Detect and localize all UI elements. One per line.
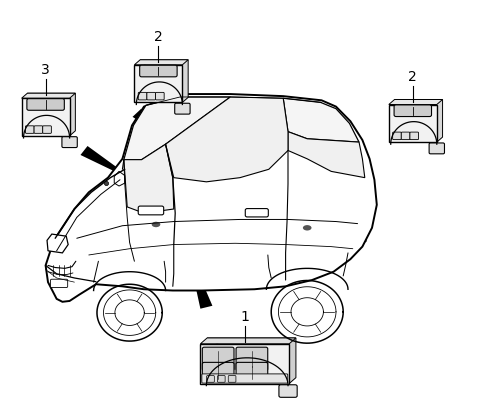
Polygon shape bbox=[330, 213, 367, 248]
Polygon shape bbox=[124, 97, 230, 160]
FancyBboxPatch shape bbox=[25, 126, 34, 133]
FancyBboxPatch shape bbox=[236, 347, 268, 371]
FancyBboxPatch shape bbox=[203, 347, 234, 371]
FancyBboxPatch shape bbox=[147, 92, 156, 100]
FancyBboxPatch shape bbox=[140, 65, 177, 77]
FancyBboxPatch shape bbox=[401, 132, 410, 140]
Polygon shape bbox=[124, 144, 174, 213]
Polygon shape bbox=[22, 93, 75, 98]
Polygon shape bbox=[389, 99, 443, 104]
Text: 2: 2 bbox=[154, 30, 163, 44]
FancyBboxPatch shape bbox=[62, 137, 77, 148]
Polygon shape bbox=[140, 60, 188, 102]
FancyBboxPatch shape bbox=[138, 92, 147, 100]
FancyBboxPatch shape bbox=[228, 375, 236, 382]
Text: 1: 1 bbox=[240, 310, 249, 324]
FancyBboxPatch shape bbox=[393, 132, 401, 140]
FancyBboxPatch shape bbox=[217, 375, 225, 382]
Polygon shape bbox=[132, 109, 173, 143]
FancyBboxPatch shape bbox=[138, 206, 164, 215]
Text: 2: 2 bbox=[408, 70, 417, 84]
FancyBboxPatch shape bbox=[279, 385, 297, 397]
Polygon shape bbox=[134, 60, 188, 65]
FancyBboxPatch shape bbox=[34, 126, 43, 133]
FancyBboxPatch shape bbox=[50, 279, 68, 288]
FancyBboxPatch shape bbox=[202, 374, 288, 383]
Polygon shape bbox=[288, 132, 365, 178]
FancyBboxPatch shape bbox=[203, 362, 234, 382]
FancyBboxPatch shape bbox=[394, 105, 432, 117]
FancyBboxPatch shape bbox=[206, 375, 214, 382]
FancyBboxPatch shape bbox=[236, 362, 268, 382]
Polygon shape bbox=[200, 338, 296, 344]
Polygon shape bbox=[189, 255, 213, 309]
Ellipse shape bbox=[152, 222, 160, 227]
FancyBboxPatch shape bbox=[175, 103, 190, 114]
FancyBboxPatch shape bbox=[43, 126, 51, 133]
Ellipse shape bbox=[303, 225, 312, 231]
Polygon shape bbox=[27, 93, 75, 136]
Polygon shape bbox=[395, 99, 443, 142]
FancyBboxPatch shape bbox=[429, 143, 444, 154]
FancyBboxPatch shape bbox=[245, 209, 268, 217]
Polygon shape bbox=[207, 338, 296, 384]
Polygon shape bbox=[283, 98, 359, 142]
FancyBboxPatch shape bbox=[410, 132, 419, 140]
Polygon shape bbox=[389, 104, 437, 142]
Polygon shape bbox=[134, 65, 182, 102]
Polygon shape bbox=[200, 344, 289, 384]
Polygon shape bbox=[81, 146, 130, 178]
Polygon shape bbox=[166, 97, 288, 182]
Text: 3: 3 bbox=[41, 64, 50, 77]
Polygon shape bbox=[46, 94, 377, 302]
Polygon shape bbox=[47, 234, 68, 253]
FancyBboxPatch shape bbox=[156, 92, 164, 100]
Polygon shape bbox=[22, 98, 70, 136]
FancyBboxPatch shape bbox=[27, 99, 64, 110]
Polygon shape bbox=[114, 171, 125, 186]
